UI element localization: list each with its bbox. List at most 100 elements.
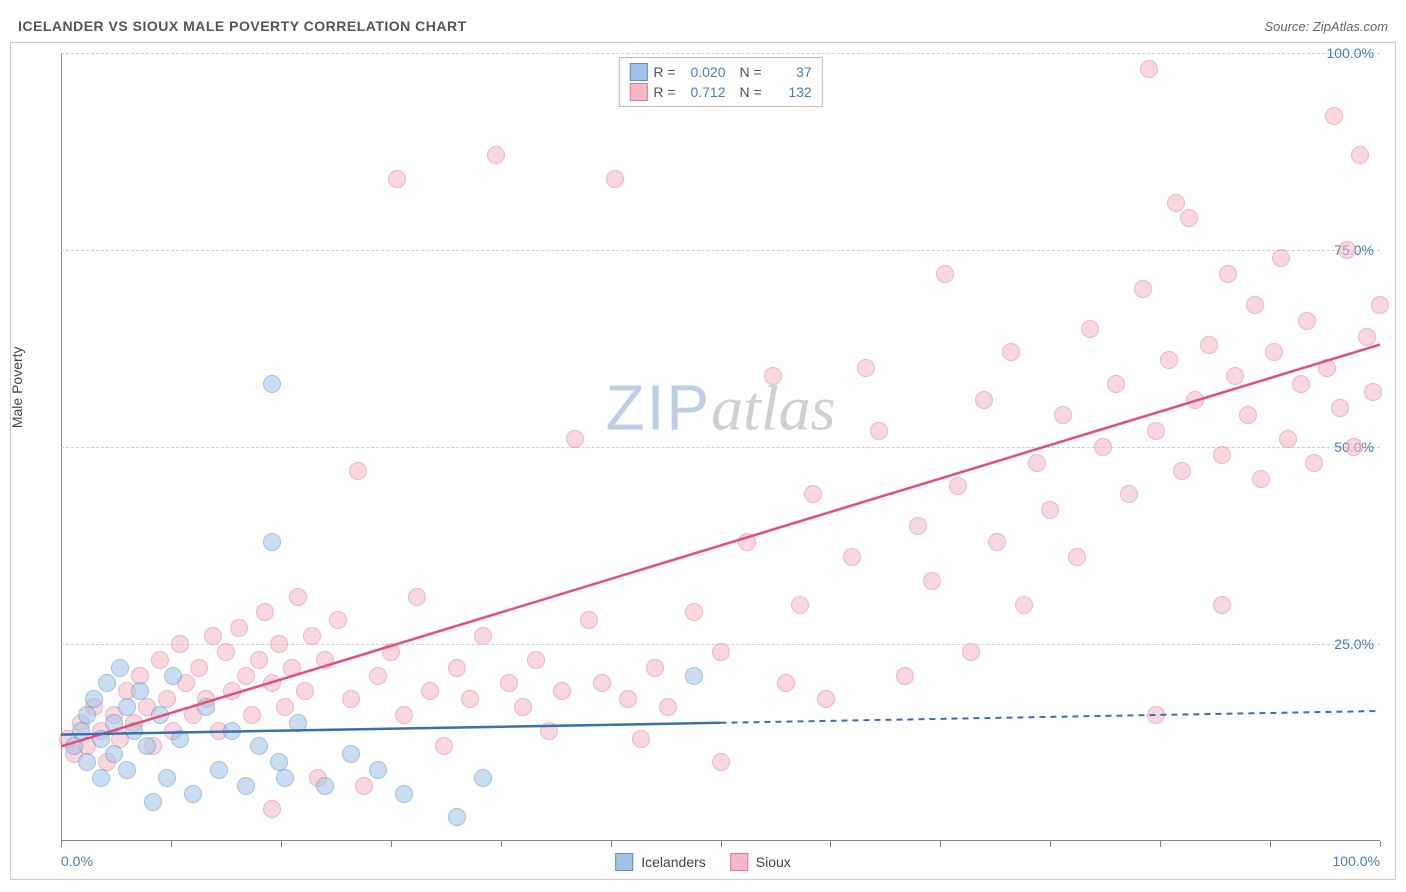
legend-n-label: N =: [740, 64, 762, 80]
icelanders-point: [138, 737, 156, 755]
sioux-point: [1272, 249, 1290, 267]
icelanders-point: [105, 745, 123, 763]
x-tick: [391, 841, 392, 847]
icelanders-point: [78, 753, 96, 771]
sioux-point: [329, 611, 347, 629]
sioux-point: [151, 651, 169, 669]
sioux-point: [619, 690, 637, 708]
sioux-point: [421, 682, 439, 700]
sioux-point: [1068, 548, 1086, 566]
sioux-point: [566, 430, 584, 448]
sioux-point: [1094, 438, 1112, 456]
icelanders-point: [92, 730, 110, 748]
sioux-point: [1252, 470, 1270, 488]
icelanders-point: [118, 761, 136, 779]
icelanders-point: [263, 375, 281, 393]
sioux-point: [500, 674, 518, 692]
icelanders-point: [78, 706, 96, 724]
sioux-point: [1180, 209, 1198, 227]
y-axis-label: Male Poverty: [9, 346, 25, 428]
legend-n-label: N =: [740, 84, 762, 100]
x-tick: [1050, 841, 1051, 847]
sioux-point: [190, 659, 208, 677]
icelanders-point: [65, 737, 83, 755]
sioux-point: [283, 659, 301, 677]
sioux-point: [223, 682, 241, 700]
sioux-point: [1226, 367, 1244, 385]
x-tick: [721, 841, 722, 847]
sioux-point: [962, 643, 980, 661]
sioux-point: [1345, 438, 1363, 456]
watermark-zip: ZIP: [605, 371, 711, 443]
icelanders-point: [210, 761, 228, 779]
sioux-point: [923, 572, 941, 590]
sioux-point: [527, 651, 545, 669]
sioux-point: [408, 588, 426, 606]
watermark: ZIPatlas: [605, 370, 835, 445]
icelanders-point: [85, 690, 103, 708]
series-label-icelanders: Icelanders: [641, 854, 706, 870]
sioux-point: [936, 265, 954, 283]
icelanders-point: [125, 722, 143, 740]
sioux-point: [296, 682, 314, 700]
sioux-point: [204, 627, 222, 645]
sioux-point: [685, 603, 703, 621]
x-tick: [61, 841, 62, 847]
sioux-point: [553, 682, 571, 700]
chart-area: Male Poverty ZIPatlas R = 0.020 N = 37 R…: [10, 42, 1396, 880]
sioux-point: [712, 753, 730, 771]
x-tick: [1160, 841, 1161, 847]
sioux-point: [1173, 462, 1191, 480]
sioux-point: [448, 659, 466, 677]
chart-container: ICELANDER VS SIOUX MALE POVERTY CORRELAT…: [10, 10, 1396, 882]
icelanders-point: [316, 777, 334, 795]
sioux-point: [1213, 596, 1231, 614]
sioux-point: [1279, 430, 1297, 448]
sioux-point: [217, 643, 235, 661]
icelanders-point: [111, 659, 129, 677]
sioux-point: [316, 651, 334, 669]
sioux-point: [1147, 706, 1165, 724]
legend-swatch-sioux: [629, 83, 647, 101]
icelanders-point: [369, 761, 387, 779]
series-legend: Icelanders Sioux: [615, 853, 791, 871]
sioux-point: [804, 485, 822, 503]
sioux-point: [1305, 454, 1323, 472]
x-tick: [940, 841, 941, 847]
y-tick-label: 25.0%: [1334, 636, 1374, 652]
sioux-point: [1364, 383, 1382, 401]
series-swatch-icelanders: [615, 853, 633, 871]
sioux-point: [659, 698, 677, 716]
legend-row-icelanders: R = 0.020 N = 37: [629, 62, 811, 82]
sioux-point: [1120, 485, 1138, 503]
legend-row-sioux: R = 0.712 N = 132: [629, 82, 811, 102]
icelanders-point: [118, 698, 136, 716]
sioux-point: [382, 643, 400, 661]
sioux-point: [263, 800, 281, 818]
sioux-point: [1325, 107, 1343, 125]
x-axis-max-label: 100.0%: [1333, 853, 1380, 869]
icelanders-point: [395, 785, 413, 803]
sioux-point: [355, 777, 373, 795]
series-label-sioux: Sioux: [756, 854, 791, 870]
sioux-point: [1292, 375, 1310, 393]
sioux-point: [1213, 446, 1231, 464]
x-tick: [1380, 841, 1381, 847]
sioux-point: [250, 651, 268, 669]
icelanders-point: [237, 777, 255, 795]
sioux-point: [738, 533, 756, 551]
sioux-point: [1041, 501, 1059, 519]
gridline: [61, 447, 1380, 448]
legend-r-label: R =: [653, 84, 675, 100]
icelanders-point: [144, 793, 162, 811]
icelanders-point: [92, 769, 110, 787]
icelanders-point: [474, 769, 492, 787]
sioux-point: [1081, 320, 1099, 338]
x-tick: [1270, 841, 1271, 847]
sioux-point: [171, 635, 189, 653]
sioux-point: [1167, 194, 1185, 212]
chart-title: ICELANDER VS SIOUX MALE POVERTY CORRELAT…: [18, 18, 467, 34]
legend-r-label: R =: [653, 64, 675, 80]
series-legend-sioux: Sioux: [730, 853, 791, 871]
x-tick: [501, 841, 502, 847]
